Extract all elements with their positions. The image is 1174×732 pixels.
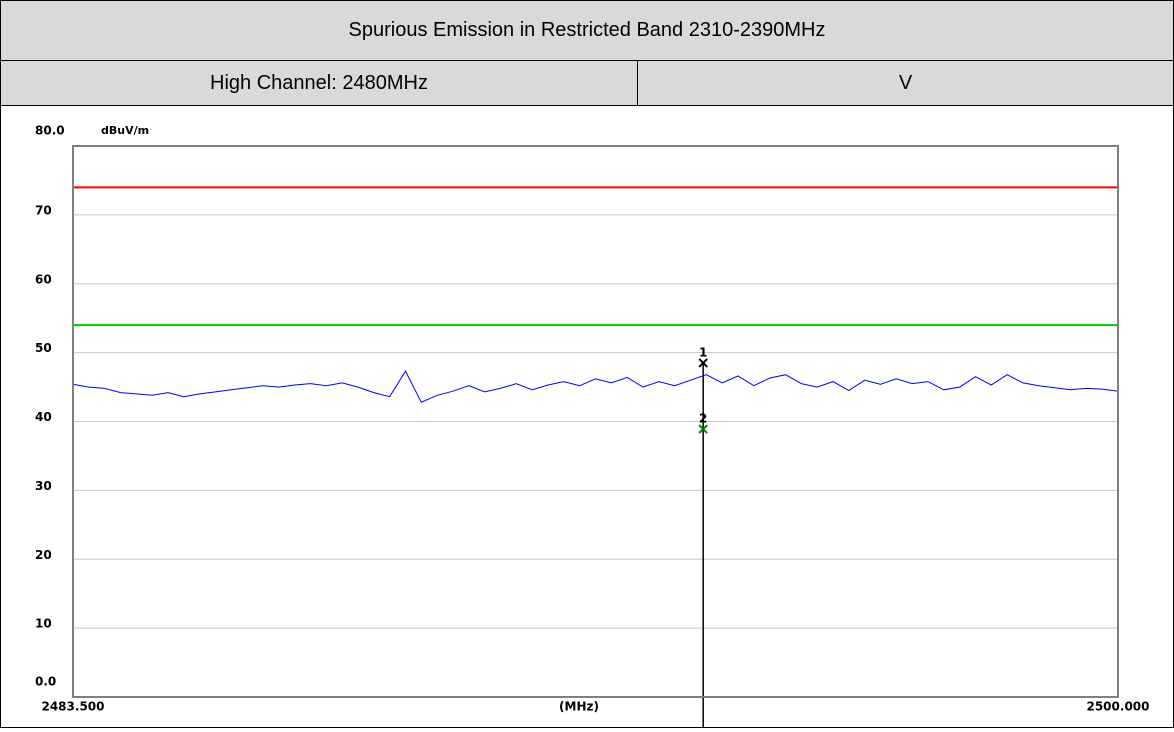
x-label: (MHz) bbox=[559, 700, 599, 714]
y-tick-label: 20 bbox=[35, 548, 52, 562]
marker bbox=[698, 424, 708, 434]
y-tick-label: 50 bbox=[35, 341, 52, 355]
y-unit: dBuV/m bbox=[101, 124, 149, 137]
chart: dBuV/m (MHz) 0.0 10 20 30 40 50 60 70 80.0 2483.5… bbox=[35, 124, 1150, 727]
y-tick-label: 70 bbox=[35, 203, 52, 217]
polarization: V bbox=[898, 71, 913, 94]
y-tick-label: 40 bbox=[35, 410, 52, 424]
y-tick-label: 30 bbox=[35, 479, 52, 493]
chart-area: dBuV/m (MHz) 0.0 10 20 30 40 50 60 70 80.0 2483.5… bbox=[1, 106, 1173, 727]
y-tick-label: 0.0 bbox=[35, 675, 56, 689]
channel: High Channel: 2480MHz bbox=[1, 61, 638, 105]
y-tick-label: 10 bbox=[35, 617, 52, 631]
marker-label: 1 bbox=[699, 345, 707, 359]
y-tick-label: 60 bbox=[35, 272, 52, 286]
title: Spurious Emission in Restricted Band 231… bbox=[348, 19, 826, 41]
marker-label: 2 bbox=[699, 412, 707, 426]
title-row: Spurious Emission in Restricted Band 231… bbox=[1, 1, 1173, 61]
x-tick-label: 2500.000 bbox=[1086, 700, 1149, 714]
y-tick-label: 80.0 bbox=[35, 124, 65, 138]
marker bbox=[698, 358, 708, 368]
x-tick-label: 2483.500 bbox=[41, 700, 104, 714]
plot-frame bbox=[72, 145, 1119, 698]
info-row: High Channel: 2480MHz V bbox=[1, 61, 1173, 106]
trace bbox=[72, 370, 1119, 403]
